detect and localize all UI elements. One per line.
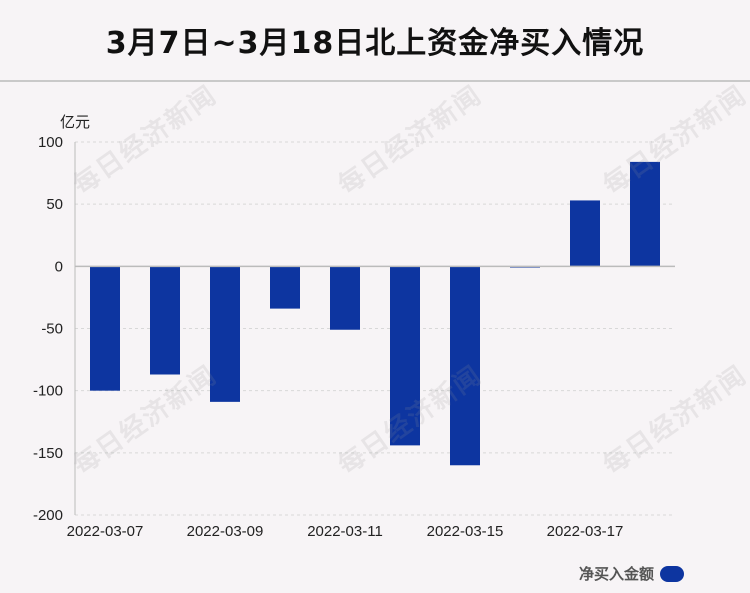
bar <box>150 266 180 375</box>
bar <box>330 266 360 330</box>
y-tick-label: 50 <box>46 196 63 213</box>
x-tick-label: 2022-03-17 <box>547 523 624 540</box>
y-tick-label: 100 <box>38 134 63 151</box>
bar <box>270 266 300 309</box>
legend-label: 净买入金额 <box>578 565 654 583</box>
x-tick-label: 2022-03-07 <box>67 523 144 540</box>
bar <box>390 266 420 446</box>
bar <box>630 161 660 267</box>
x-tick-label: 2022-03-11 <box>307 523 383 540</box>
y-tick-label: -150 <box>33 445 63 462</box>
bar <box>450 266 480 466</box>
title-bar: 3月7日~3月18日北上资金净买入情况 <box>0 0 750 82</box>
y-tick-label: 0 <box>55 258 63 275</box>
x-tick-label: 2022-03-09 <box>187 523 264 540</box>
legend-swatch <box>660 565 684 582</box>
chart-title: 3月7日~3月18日北上资金净买入情况 <box>105 26 645 61</box>
y-axis-unit-label: 亿元 <box>60 113 91 131</box>
bar <box>210 266 240 402</box>
x-tick-label: 2022-03-15 <box>427 523 504 540</box>
y-tick-label: -100 <box>33 383 63 400</box>
y-tick-label: -50 <box>41 321 63 338</box>
bar <box>90 266 120 391</box>
legend[interactable]: 净买入金额 <box>579 563 684 584</box>
y-tick-label: -200 <box>33 507 63 524</box>
bar <box>570 200 600 267</box>
